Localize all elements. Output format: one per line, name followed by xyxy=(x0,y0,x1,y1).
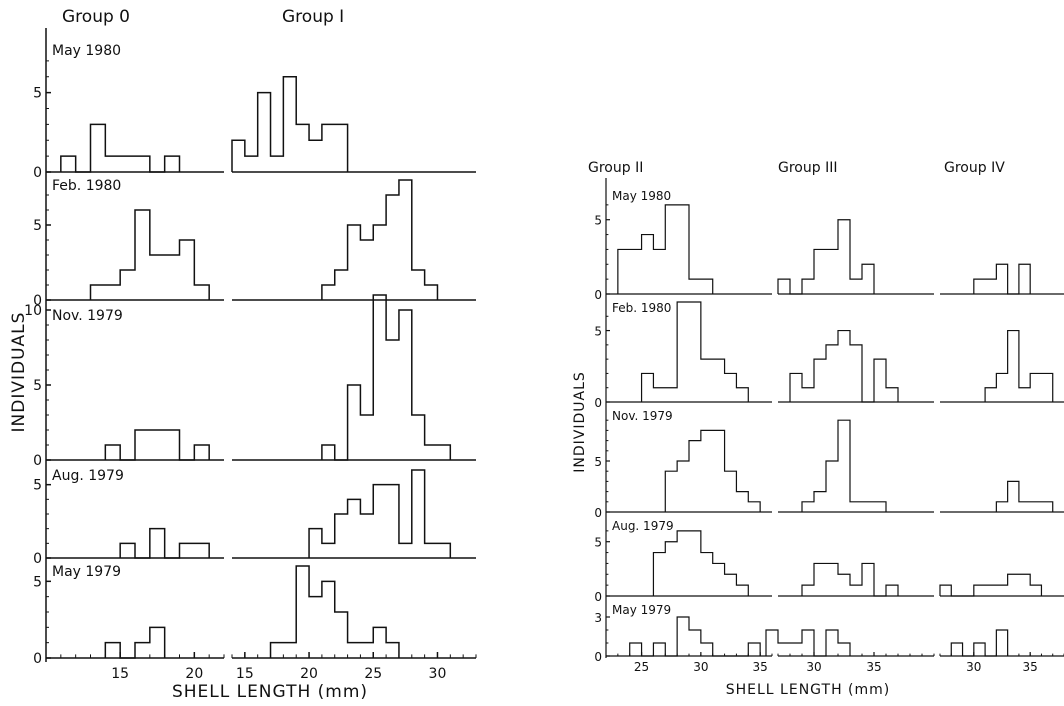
x-tick-label-1-2-1: 35 xyxy=(1023,660,1038,674)
panel-date-label-1-2: Nov. 1979 xyxy=(612,409,673,423)
histogram-series-1-1-2 xyxy=(984,329,1054,402)
x-tick-label-1-2-0: 30 xyxy=(966,660,981,674)
y-tick-label-1-4-0: 0 xyxy=(594,650,602,664)
panel-date-label-0-2: Nov. 1979 xyxy=(52,308,123,324)
histogram-series-1-0-2 xyxy=(973,263,1031,295)
histogram-series-1-4-2 xyxy=(950,629,1009,657)
histogram-series-1-1-0 xyxy=(640,301,749,402)
histogram-series-0-4-0 xyxy=(104,626,166,659)
histogram-series-1-4-1 xyxy=(765,629,851,657)
panel-date-label-0-3: Aug. 1979 xyxy=(52,468,124,484)
y-tick-label-1-2-0: 0 xyxy=(594,506,602,520)
histogram-series-1-3-0 xyxy=(652,530,749,596)
histogram-series-1-0-0 xyxy=(617,204,714,294)
y-tick-label-0-1-0: 0 xyxy=(33,293,42,309)
x-tick-label-1-1-0: 30 xyxy=(806,660,821,674)
histogram-series-1-1-1 xyxy=(789,329,899,403)
panel-date-label-1-1: Feb. 1980 xyxy=(612,301,671,315)
group-label-3: Group III xyxy=(778,160,837,176)
x-tick-label-1-0-0: 25 xyxy=(634,660,649,674)
histogram-series-1-2-0 xyxy=(664,429,761,512)
histogram-series-0-4-1 xyxy=(269,565,400,658)
right-histogram-chart: Group II Group III Group IV INDIVIDUALS … xyxy=(572,160,1064,698)
right-y-axis-label: INDIVIDUALS xyxy=(572,371,588,473)
histogram-series-1-4-0 xyxy=(629,616,761,657)
y-tick-label-0-4-1: 5 xyxy=(33,574,42,590)
y-tick-label-0-0-1: 5 xyxy=(33,86,42,102)
x-tick-label-0-1-3: 30 xyxy=(429,666,447,682)
y-tick-label-0-2-0: 0 xyxy=(33,453,42,469)
histogram-series-0-1-1 xyxy=(321,179,439,300)
histogram-series-1-2-2 xyxy=(995,480,1054,512)
left-x-axis-label: SHELL LENGTH (mm) xyxy=(172,682,368,702)
histogram-series-0-3-0 xyxy=(119,527,210,559)
y-tick-label-0-4-0: 0 xyxy=(33,651,42,667)
panel-date-label-0-4: May 1979 xyxy=(52,564,121,580)
panel-date-label-1-3: Aug. 1979 xyxy=(612,519,674,533)
x-tick-label-1-1-1: 35 xyxy=(866,660,881,674)
x-tick-label-0-1-1: 20 xyxy=(300,666,318,682)
x-tick-label-0-0-0: 15 xyxy=(111,666,129,682)
y-tick-label-0-2-2: 10 xyxy=(24,303,42,319)
left-histogram-chart: Group 0 Group I INDIVIDUALS SHELL LENGTH… xyxy=(9,7,477,702)
group-label-0: Group 0 xyxy=(62,7,130,27)
histogram-series-1-3-1 xyxy=(801,562,899,597)
y-tick-label-0-0-0: 0 xyxy=(33,165,42,181)
histogram-series-1-2-1 xyxy=(801,419,887,512)
x-tick-label-0-1-0: 15 xyxy=(236,666,254,682)
y-tick-label-0-2-1: 5 xyxy=(33,378,42,394)
y-tick-label-0-3-0: 0 xyxy=(33,551,42,567)
histogram-series-0-3-1 xyxy=(308,469,452,558)
right-x-axis-label: SHELL LENGTH (mm) xyxy=(726,682,891,698)
panel-date-label-1-0: May 1980 xyxy=(612,189,671,203)
left-y-axis-label: INDIVIDUALS xyxy=(9,312,29,433)
histogram-series-1-0-1 xyxy=(777,219,875,295)
x-tick-label-1-0-2: 35 xyxy=(753,660,768,674)
panel-date-label-1-4: May 1979 xyxy=(612,603,671,617)
y-tick-label-1-2-1: 5 xyxy=(594,455,602,469)
x-tick-label-0-1-2: 25 xyxy=(364,666,382,682)
y-tick-label-1-0-0: 0 xyxy=(594,288,602,302)
x-tick-label-0-0-1: 20 xyxy=(185,666,203,682)
histogram-series-0-0-0 xyxy=(60,123,181,173)
histogram-series-0-2-1 xyxy=(321,294,452,461)
y-tick-label-1-0-1: 5 xyxy=(594,214,602,228)
group-label-2: Group II xyxy=(588,160,643,176)
x-tick-label-1-0-1: 30 xyxy=(693,660,708,674)
histogram-series-0-1-0 xyxy=(89,209,210,300)
group-label-4: Group IV xyxy=(944,160,1005,176)
y-tick-label-1-3-1: 5 xyxy=(594,536,602,550)
y-tick-label-1-1-0: 0 xyxy=(594,396,602,410)
panel-date-label-0-0: May 1980 xyxy=(52,43,121,59)
y-tick-label-0-1-1: 5 xyxy=(33,218,42,234)
y-tick-label-0-3-1: 5 xyxy=(33,478,42,494)
y-tick-label-1-3-0: 0 xyxy=(594,590,602,604)
histogram-series-1-3-2 xyxy=(939,573,1043,597)
histogram-series-0-2-0 xyxy=(104,429,210,461)
histogram-series-0-0-1 xyxy=(231,76,349,172)
y-tick-label-1-4-1: 3 xyxy=(594,611,602,625)
y-tick-label-1-1-1: 5 xyxy=(594,325,602,339)
group-label-1: Group I xyxy=(282,7,344,27)
panel-date-label-0-1: Feb. 1980 xyxy=(52,178,121,194)
